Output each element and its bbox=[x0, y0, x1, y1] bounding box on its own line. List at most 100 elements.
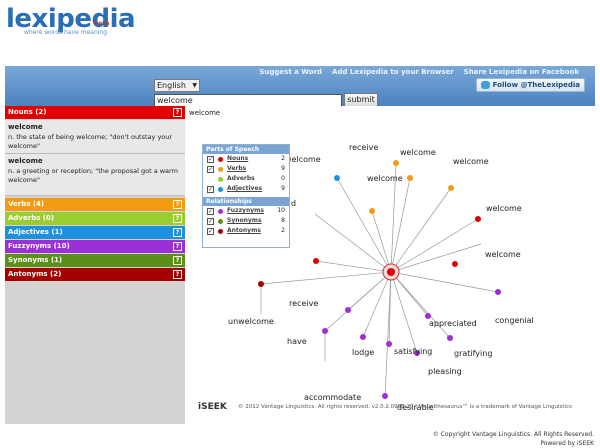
graph-word[interactable]: welcome bbox=[367, 174, 403, 183]
graph-word[interactable]: welcome bbox=[285, 155, 321, 164]
graph-word[interactable]: welcome bbox=[485, 250, 521, 259]
filter-label[interactable]: Adjectives bbox=[227, 185, 263, 192]
tagline: where words have meaning bbox=[24, 29, 108, 36]
graph-node[interactable] bbox=[382, 393, 388, 399]
graph-word[interactable]: accommodate bbox=[304, 393, 361, 402]
graph-node[interactable] bbox=[360, 334, 366, 340]
graph-node[interactable] bbox=[258, 281, 264, 287]
share-facebook-link[interactable]: Share Lexipedia on Facebook bbox=[463, 68, 579, 76]
graph-node[interactable] bbox=[425, 313, 431, 319]
graph-word[interactable]: desirable bbox=[397, 403, 434, 412]
category-adjectives[interactable]: Adjectives (1)? bbox=[5, 226, 185, 239]
filter-label[interactable]: Nouns bbox=[227, 155, 249, 162]
filter-row-synonyms[interactable]: ✓ Synonyms 8 bbox=[203, 216, 289, 226]
color-dot-icon bbox=[218, 187, 223, 192]
graph-node[interactable] bbox=[345, 307, 351, 313]
filter-label[interactable]: Antonyms bbox=[227, 227, 261, 234]
graph-word[interactable]: satisfying bbox=[394, 347, 432, 356]
graph-node[interactable] bbox=[334, 175, 340, 181]
graph-word[interactable]: welcome bbox=[400, 148, 436, 157]
help-icon[interactable]: ? bbox=[173, 242, 182, 251]
filter-row-fuzzynyms[interactable]: ✓ Fuzzynyms 10 bbox=[203, 206, 289, 216]
graph-word[interactable]: have bbox=[287, 337, 307, 346]
filter-row-nouns[interactable]: ✓ Nouns 2 bbox=[203, 154, 289, 164]
help-icon[interactable]: ? bbox=[173, 228, 182, 237]
graph-node[interactable] bbox=[393, 160, 399, 166]
graph-node[interactable] bbox=[448, 185, 454, 191]
graph-node[interactable] bbox=[475, 216, 481, 222]
help-icon[interactable]: ? bbox=[173, 200, 182, 209]
graph-word[interactable]: welcome bbox=[486, 204, 522, 213]
category-fuzzynyms[interactable]: Fuzzynyms (10)? bbox=[5, 240, 185, 253]
graph-labels: welcome receive welcome welcome welcome … bbox=[228, 143, 534, 412]
follow-button[interactable]: Follow @TheLexipedia bbox=[475, 78, 585, 92]
graph-node[interactable] bbox=[495, 289, 501, 295]
graph-node[interactable] bbox=[313, 258, 319, 264]
powered-by-link[interactable]: Powered by iSEEK bbox=[540, 440, 594, 447]
category-synonyms[interactable]: Synonyms (1)? bbox=[5, 254, 185, 267]
graph-nodes bbox=[258, 160, 501, 399]
graph-node[interactable] bbox=[369, 208, 375, 214]
graph-node[interactable] bbox=[386, 341, 392, 347]
graph-edges bbox=[260, 162, 499, 397]
filter-row-adjectives[interactable]: ✓ Adjectives 9 bbox=[203, 184, 289, 194]
filter-label[interactable]: Verbs bbox=[227, 165, 247, 172]
category-verbs[interactable]: Verbs (4)? bbox=[5, 198, 185, 211]
graph-word[interactable]: d bbox=[291, 199, 296, 208]
graph-word[interactable]: pleasing bbox=[428, 367, 462, 376]
graph-word[interactable]: gratifying bbox=[454, 349, 492, 358]
graph-node[interactable] bbox=[414, 350, 420, 356]
category-nouns[interactable]: Nouns (2)? bbox=[5, 106, 185, 119]
logo[interactable]: lexipedia bbox=[6, 4, 136, 34]
iseek-logo[interactable]: iSEEK bbox=[198, 402, 227, 412]
checkbox[interactable]: ✓ bbox=[207, 186, 214, 193]
suggest-word-link[interactable]: Suggest a Word bbox=[259, 68, 323, 76]
checkbox[interactable]: ✓ bbox=[207, 218, 214, 225]
graph-copyright: © 2012 Vantage Linguistics. All rights r… bbox=[238, 404, 572, 410]
filter-label[interactable]: Fuzzynyms bbox=[227, 207, 264, 214]
checkbox[interactable]: ✓ bbox=[207, 166, 214, 173]
color-dot-icon bbox=[218, 177, 223, 182]
definition-text: n. a greeting or reception; "the proposa… bbox=[8, 167, 178, 184]
help-icon[interactable]: ? bbox=[173, 270, 182, 279]
checkbox[interactable] bbox=[207, 176, 214, 183]
graph-node[interactable] bbox=[447, 335, 453, 341]
filter-count: 8 bbox=[281, 217, 285, 224]
definition-item: welcome n. a greeting or reception; "the… bbox=[5, 154, 185, 196]
checkbox[interactable]: ✓ bbox=[207, 208, 214, 215]
color-dot-icon bbox=[218, 229, 223, 234]
graph-node[interactable] bbox=[407, 175, 413, 181]
graph-node[interactable] bbox=[452, 261, 458, 267]
checkbox[interactable]: ✓ bbox=[207, 156, 214, 163]
submit-button[interactable]: submit bbox=[344, 93, 378, 107]
help-icon[interactable]: ? bbox=[173, 256, 182, 265]
graph-word[interactable]: unwelcome bbox=[228, 317, 274, 326]
filter-row-antonyms[interactable]: ✓ Antonyms 2 bbox=[203, 226, 289, 236]
filter-label[interactable]: Synonyms bbox=[227, 217, 262, 224]
graph-node[interactable] bbox=[322, 328, 328, 334]
add-browser-link[interactable]: Add Lexipedia to your Browser bbox=[332, 68, 454, 76]
filter-count: 9 bbox=[281, 165, 285, 172]
header: lexipedia beta where words have meaning bbox=[0, 0, 600, 66]
category-antonyms[interactable]: Antonyms (2)? bbox=[5, 268, 185, 281]
definition-text: n. the state of being welcome; "don't ou… bbox=[8, 133, 173, 150]
language-select[interactable]: English ▼ bbox=[154, 79, 200, 92]
category-adverbs[interactable]: Adverbs (0)? bbox=[5, 212, 185, 225]
graph-word[interactable]: receive bbox=[349, 143, 378, 152]
graph-word[interactable]: welcome bbox=[453, 157, 489, 166]
help-icon[interactable]: ? bbox=[173, 214, 182, 223]
center-node-core bbox=[387, 268, 395, 276]
site-copyright: © Copyright Vantage Linguistics. All Rig… bbox=[432, 431, 594, 438]
page-footer: © Copyright Vantage Linguistics. All Rig… bbox=[433, 430, 594, 448]
graph-word[interactable]: receive bbox=[289, 299, 318, 308]
color-dot-icon bbox=[218, 167, 223, 172]
graph-word[interactable]: appreciated bbox=[429, 319, 477, 328]
definition-item: welcome n. the state of being welcome; "… bbox=[5, 120, 185, 154]
filter-row-verbs[interactable]: ✓ Verbs 9 bbox=[203, 164, 289, 174]
graph-word[interactable]: lodge bbox=[352, 348, 374, 357]
filter-count: 10 bbox=[277, 207, 285, 214]
graph-word[interactable]: congenial bbox=[495, 316, 534, 325]
checkbox[interactable]: ✓ bbox=[207, 228, 214, 235]
help-icon[interactable]: ? bbox=[173, 108, 182, 117]
filter-row-adverbs[interactable]: Adverbs 0 bbox=[203, 174, 289, 184]
